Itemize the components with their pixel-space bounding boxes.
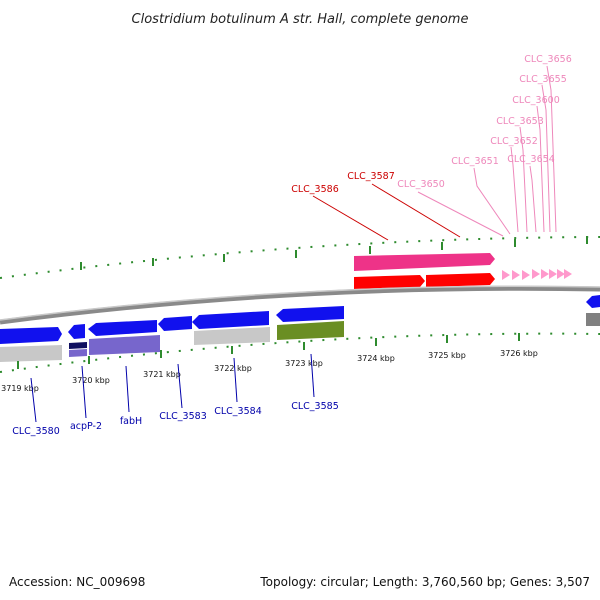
tick-label: 3722 kbp bbox=[214, 364, 252, 373]
leader-line-acpp-2 bbox=[81, 365, 87, 419]
forward-labels: CLC_3586 CLC_3587 CLC_3650 CLC_3651 CLC_… bbox=[291, 54, 572, 195]
cds-feature-clc-3580[interactable] bbox=[0, 327, 62, 344]
trna-feature[interactable] bbox=[522, 270, 530, 280]
tick-label: 3725 kbp bbox=[428, 351, 466, 360]
leader-line-clc-3584 bbox=[233, 357, 238, 403]
cds-feature-clc-3584[interactable] bbox=[192, 311, 269, 329]
accession-text: Accession: NC_009698 bbox=[9, 575, 145, 589]
genome-backbone-highlight bbox=[0, 285, 600, 321]
leader-line-fabh bbox=[125, 365, 130, 413]
gene-label-clc-3652[interactable]: CLC_3652 bbox=[490, 136, 538, 147]
inner-dotted-ring bbox=[0, 332, 600, 373]
trna-feature[interactable] bbox=[532, 269, 540, 279]
gene-label-clc-3653[interactable]: CLC_3653 bbox=[496, 116, 544, 127]
rna-feature-acpp-2[interactable] bbox=[69, 342, 87, 349]
gene-label-clc-3651[interactable]: CLC_3651 bbox=[451, 156, 499, 167]
rna-feature-clc-3585[interactable] bbox=[277, 321, 344, 340]
trna-feature[interactable] bbox=[557, 269, 565, 279]
leader-line-clc-3653 bbox=[519, 126, 528, 233]
rna-feature-edge[interactable] bbox=[586, 313, 600, 326]
inner-tick-ring bbox=[0, 332, 600, 373]
rrna-feature-clc-3587b[interactable] bbox=[426, 273, 495, 287]
tick-labels: 3719 kbp 3720 kbp 3721 kbp 3722 kbp 3723… bbox=[1, 349, 538, 393]
leader-line-clc-3650 bbox=[417, 191, 504, 237]
leader-line-clc-3654 bbox=[529, 165, 537, 233]
trna-feature[interactable] bbox=[541, 269, 549, 279]
rrna-feature-clc-3587[interactable] bbox=[354, 275, 425, 289]
leader-line-clc-3585 bbox=[310, 353, 315, 398]
cds-feature-clc-3583[interactable] bbox=[158, 316, 192, 331]
gene-label-clc-3587[interactable]: CLC_3587 bbox=[347, 171, 395, 182]
leader-line-clc-3656 bbox=[546, 65, 557, 233]
gene-label-clc-3586[interactable]: CLC_3586 bbox=[291, 184, 339, 195]
tick-label: 3723 kbp bbox=[285, 359, 323, 368]
leader-line-clc-3583 bbox=[177, 363, 183, 409]
gene-label-fabh[interactable]: fabH bbox=[120, 416, 142, 427]
trna-feature[interactable] bbox=[502, 270, 510, 280]
map-title: Clostridium botulinum A str. Hall, compl… bbox=[132, 12, 469, 27]
gene-label-acpp-2[interactable]: acpP-2 bbox=[70, 421, 102, 432]
tick-label: 3721 kbp bbox=[143, 370, 181, 379]
gene-label-clc-3584[interactable]: CLC_3584 bbox=[214, 406, 262, 417]
trna-feature[interactable] bbox=[549, 269, 557, 279]
rna-feature-acpp-2b[interactable] bbox=[69, 349, 87, 357]
leader-line-clc-3651 bbox=[473, 167, 511, 235]
cds-feature-clc-3585[interactable] bbox=[276, 306, 344, 322]
forward-features bbox=[354, 253, 572, 289]
tick-label: 3719 kbp bbox=[1, 384, 39, 393]
gene-label-clc-3654[interactable]: CLC_3654 bbox=[507, 154, 555, 165]
forward-leader-lines bbox=[312, 65, 557, 241]
tick-label: 3720 kbp bbox=[72, 376, 110, 385]
gene-label-clc-3656[interactable]: CLC_3656 bbox=[524, 54, 572, 65]
cds-feature-fabh[interactable] bbox=[88, 320, 157, 336]
leader-line-clc-3586 bbox=[312, 195, 389, 241]
outer-dotted-ring bbox=[0, 236, 600, 279]
genome-summary-text: Topology: circular; Length: 3,760,560 bp… bbox=[259, 575, 590, 589]
trna-feature[interactable] bbox=[564, 269, 572, 279]
gene-label-clc-3583[interactable]: CLC_3583 bbox=[159, 411, 207, 422]
rrna-feature-clc-3586[interactable] bbox=[354, 253, 495, 271]
rna-feature-clc-3580[interactable] bbox=[0, 345, 62, 362]
gene-label-clc-3585[interactable]: CLC_3585 bbox=[291, 401, 339, 412]
leader-line-clc-3655 bbox=[541, 84, 551, 233]
cds-feature-acpp-2[interactable] bbox=[68, 324, 85, 339]
outer-tick-ring bbox=[0, 236, 600, 279]
reverse-labels: CLC_3580 acpP-2 fabH CLC_3583 CLC_3584 C… bbox=[12, 401, 339, 437]
rna-feature-clc-3584[interactable] bbox=[194, 327, 270, 345]
gene-label-clc-3600[interactable]: CLC_3600 bbox=[512, 95, 560, 106]
leader-line-clc-3600 bbox=[536, 105, 545, 233]
leader-line-clc-3580 bbox=[30, 377, 37, 423]
rna-feature-fabh[interactable] bbox=[89, 335, 160, 355]
reverse-leader-lines bbox=[30, 353, 315, 423]
leader-line-clc-3587 bbox=[371, 183, 461, 238]
gene-label-clc-3650[interactable]: CLC_3650 bbox=[397, 179, 445, 190]
reverse-features bbox=[0, 295, 600, 362]
trna-feature[interactable] bbox=[512, 270, 520, 280]
tick-label: 3724 kbp bbox=[357, 354, 395, 363]
gene-label-clc-3655[interactable]: CLC_3655 bbox=[519, 74, 567, 85]
tick-label: 3726 kbp bbox=[500, 349, 538, 358]
genome-backbone bbox=[0, 285, 600, 325]
gene-label-clc-3580[interactable]: CLC_3580 bbox=[12, 426, 60, 437]
leader-line-clc-3652 bbox=[510, 146, 519, 233]
cds-feature-edge[interactable] bbox=[586, 295, 600, 308]
